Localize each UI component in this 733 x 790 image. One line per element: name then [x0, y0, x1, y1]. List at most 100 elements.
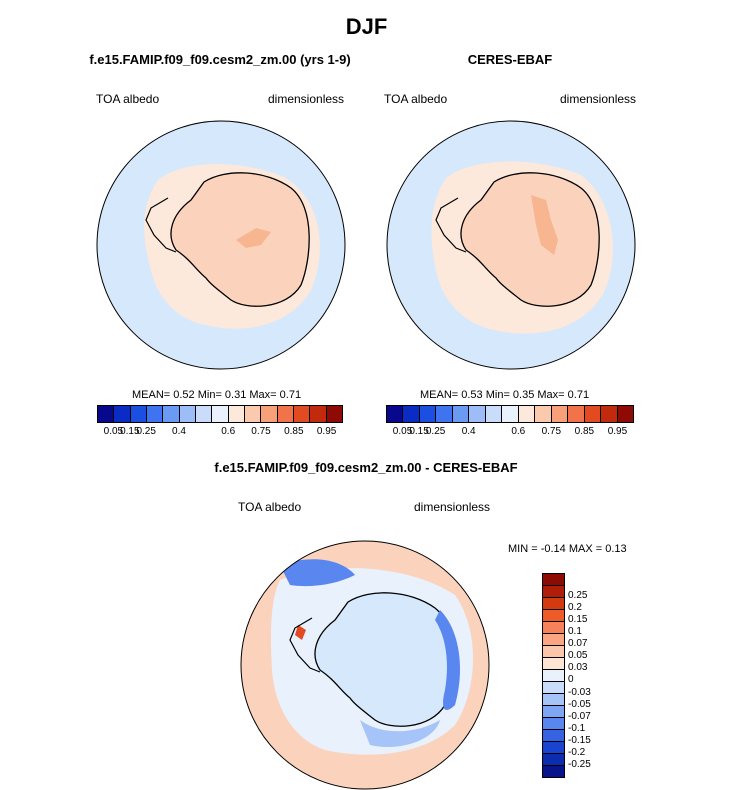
panel1-variable-label: TOA albedo	[96, 92, 160, 106]
panel1-colorbar-boxes	[97, 405, 343, 423]
panel2-title: CERES-EBAF	[467, 52, 553, 67]
panel3-colorbar-label: -0.15	[568, 734, 591, 746]
panel3-peninsula	[289, 617, 321, 673]
panel1-high-albedo-core	[236, 228, 271, 248]
panel1-colorbar-box-12	[293, 406, 311, 422]
panel2-colorbar-box-5	[469, 406, 486, 422]
panel3-colorbar-box-1	[543, 586, 564, 598]
panel3-colorbar-label: -0.03	[568, 686, 591, 698]
panel3-colorbar-box-9	[543, 682, 564, 694]
panel3-colorbar-box-12	[543, 718, 564, 730]
panel3-colorbar-box-7	[543, 658, 564, 670]
panel1-colorbar-label: 0.15	[120, 426, 140, 437]
panel2-colorbar-box-3	[436, 406, 453, 422]
panel1-colorbar-label: 0.05	[103, 426, 124, 437]
panel3-title: f.e15.FAMIP.f09_f09.cesm2_zm.00 - CERES-…	[214, 460, 518, 475]
panel1-colorbar-box-1	[114, 406, 131, 422]
panel2-colorbar-label: 0.75	[541, 426, 562, 437]
panel2-colorbar-boxes	[386, 405, 634, 423]
panel1-colorbar-label: 0.75	[251, 426, 271, 437]
panel2-colorbar-box-14	[617, 406, 634, 422]
panel3-colorbar-box-6	[543, 646, 564, 658]
panel2-colorbar-box-2	[419, 406, 437, 422]
panel3-colorbar	[542, 573, 565, 778]
panel3-colorbar-box-2	[543, 598, 564, 610]
panel3-colorbar-label: 0.05	[568, 650, 588, 662]
panel2-high-albedo-core	[531, 195, 558, 255]
panel3-negative-band-east	[435, 610, 460, 710]
panel3-colorbar-label: -0.25	[568, 758, 591, 770]
panel3-colorbar-label: 0.2	[568, 602, 582, 614]
panel1-colorbar-label: 0.4	[172, 426, 186, 437]
panel1-colorbar-box-8	[228, 406, 245, 422]
panel2-units-label: dimensionless	[560, 92, 637, 106]
panel2-colorbar-box-9	[535, 406, 552, 422]
panel3-colorbar-box-16	[543, 766, 564, 777]
panel2-colorbar-box-4	[452, 406, 470, 422]
panel3-colorbar-box-8	[543, 670, 564, 682]
panel1-map	[96, 120, 346, 370]
panel3-colorbar-box-5	[543, 634, 564, 646]
panel3-colorbar-label: 0.1	[568, 626, 582, 638]
panel3-variable-label: TOA albedo	[238, 500, 302, 514]
panel3-colorbar-box-4	[543, 622, 564, 634]
panel3-colorbar-label: -0.1	[568, 722, 586, 734]
panel1-stats: MEAN= 0.52 Min= 0.31 Max= 0.71	[132, 389, 302, 401]
panel1-colorbar-box-13	[310, 406, 327, 422]
panel3-colorbar-box-11	[543, 706, 564, 718]
panel3-ice-sheet	[314, 592, 454, 727]
panel1-colorbar-box-10	[261, 406, 278, 422]
panel1-colorbar-label: 0.25	[136, 426, 156, 437]
panel1-colorbar-box-9	[244, 406, 262, 422]
panel3-stats: MIN = -0.14 MAX = 0.13	[508, 543, 627, 555]
panel1-colorbar-label: 0.6	[221, 426, 236, 437]
panel3-positive-spot	[295, 625, 306, 640]
panel1-colorbar-box-5	[179, 406, 196, 422]
panel3-colorbar-boxes	[542, 573, 565, 778]
panel2-variable-label: TOA albedo	[384, 92, 448, 106]
panel2-colorbar: 0.05 0.15 0.25 0.4 0.6 0.75 0.85 0.95	[386, 405, 634, 437]
panel3-colorbar-box-13	[543, 730, 564, 742]
panel3-colorbar-label: -0.07	[568, 710, 591, 722]
panel2-colorbar-box-11	[568, 406, 585, 422]
panel3-colorbar-label: 0.25	[568, 590, 588, 602]
panel1-colorbar-box-0	[98, 406, 115, 422]
panel3-negative-band-north	[280, 559, 355, 587]
panel1-colorbar-box-4	[163, 406, 180, 422]
panel2-stats: MEAN= 0.53 Min= 0.35 Max= 0.71	[420, 389, 590, 401]
panel3-colorbar-label: 0	[568, 674, 574, 686]
panel3-colorbar-box-0	[543, 574, 564, 586]
panel1-colorbar-box-7	[212, 406, 229, 422]
panel1-colorbar-box-2	[130, 406, 147, 422]
panel3-colorbar-label: -0.2	[568, 746, 586, 758]
panel1-colorbar-labels: 0.05 0.15 0.25 0.4 0.6 0.75 0.85 0.95	[97, 423, 343, 437]
panel1-title: f.e15.FAMIP.f09_f09.cesm2_zm.00 (yrs 1-9…	[89, 52, 351, 67]
panel3-colorbar-label: 0.15	[568, 614, 588, 626]
panel3-colorbar-box-10	[543, 694, 564, 706]
panel3-colorbar-label: 0.03	[568, 662, 588, 674]
panel2-peninsula	[435, 197, 467, 253]
panel3-negative-band-south	[360, 720, 440, 748]
panel3-colorbar-box-3	[543, 610, 564, 622]
panel1-colorbar-box-14	[326, 406, 342, 422]
panel2-colorbar-box-8	[518, 406, 536, 422]
panel3-colorbar-box-15	[543, 754, 564, 766]
panel1-colorbar-box-3	[146, 406, 164, 422]
panel3-map	[240, 540, 490, 790]
panel1-units-label: dimensionless	[268, 92, 345, 106]
figure-title: DJF	[345, 14, 388, 39]
panel2-colorbar-box-13	[601, 406, 618, 422]
panel2-ice-sheet	[460, 172, 600, 307]
panel1-colorbar: 0.05 0.15 0.25 0.4 0.6 0.75 0.85 0.95	[97, 405, 343, 437]
panel2-colorbar-box-0	[387, 406, 404, 422]
panel2-colorbar-label: 0.4	[461, 426, 476, 437]
panel2-map	[386, 120, 636, 370]
panel3-colorbar-label: 0.07	[568, 638, 588, 650]
panel2-colorbar-box-10	[551, 406, 569, 422]
panel3-colorbar-box-14	[543, 742, 564, 754]
panel1-peninsula	[145, 197, 177, 253]
panel2-colorbar-label: 0.95	[607, 426, 628, 437]
panel2-colorbar-box-7	[502, 406, 519, 422]
panel2-colorbar-box-1	[403, 406, 420, 422]
panel2-colorbar-label: 0.15	[409, 426, 429, 437]
